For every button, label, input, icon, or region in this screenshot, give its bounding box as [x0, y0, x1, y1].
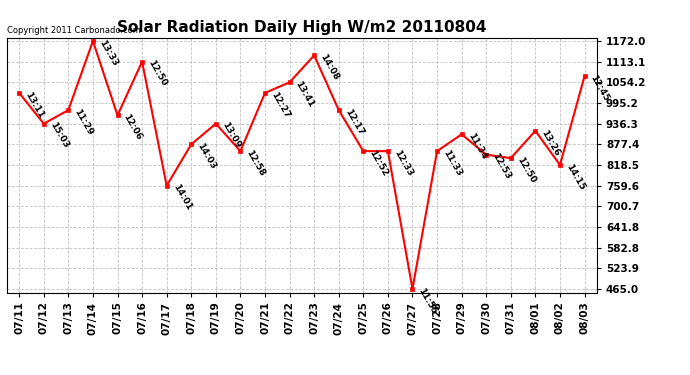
Text: 12:17: 12:17	[343, 107, 365, 137]
Text: 12:33: 12:33	[392, 148, 414, 178]
Text: 12:45: 12:45	[589, 73, 611, 103]
Text: 15:03: 15:03	[48, 121, 70, 150]
Text: 13:33: 13:33	[97, 38, 119, 68]
Text: 13:26: 13:26	[540, 128, 562, 158]
Text: 11:33: 11:33	[441, 148, 464, 178]
Text: 12:50: 12:50	[515, 155, 537, 184]
Text: 14:01: 14:01	[171, 183, 193, 212]
Text: 11:55: 11:55	[417, 286, 439, 315]
Text: 14:15: 14:15	[564, 162, 586, 192]
Text: 12:50: 12:50	[146, 59, 168, 88]
Text: 11:34: 11:34	[466, 132, 488, 161]
Text: 14:08: 14:08	[318, 53, 340, 82]
Text: 12:58: 12:58	[244, 148, 267, 178]
Text: 12:27: 12:27	[269, 90, 291, 120]
Text: 12:06: 12:06	[121, 112, 144, 142]
Text: 13:11: 13:11	[23, 90, 46, 119]
Text: 13:41: 13:41	[294, 80, 316, 109]
Text: 12:53: 12:53	[491, 152, 513, 181]
Text: 14:03: 14:03	[195, 142, 217, 171]
Text: 11:29: 11:29	[72, 107, 95, 137]
Text: 13:09: 13:09	[220, 121, 242, 150]
Text: Copyright 2011 Carbonado.com: Copyright 2011 Carbonado.com	[7, 26, 141, 35]
Title: Solar Radiation Daily High W/m2 20110804: Solar Radiation Daily High W/m2 20110804	[117, 20, 486, 35]
Text: 12:52: 12:52	[368, 148, 390, 178]
